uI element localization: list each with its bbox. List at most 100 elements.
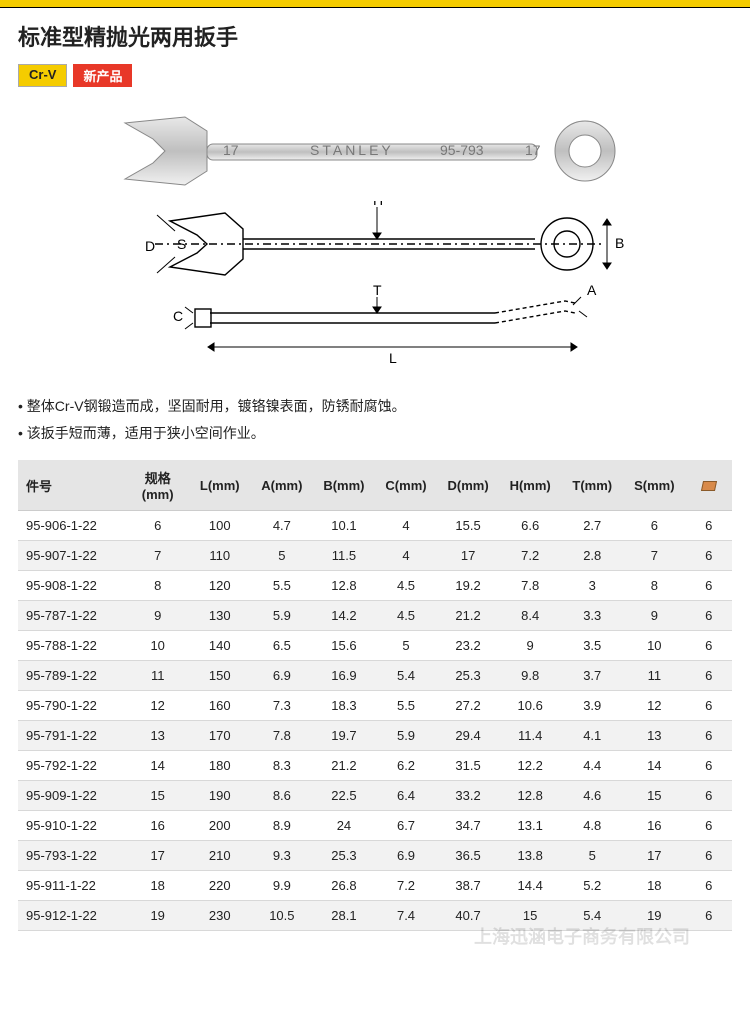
table-cell: 17 — [127, 841, 189, 871]
table-cell: 8 — [623, 571, 685, 601]
table-cell: 21.2 — [437, 601, 499, 631]
spec-table-head: 件号规格 (mm)L(mm)A(mm)B(mm)C(mm)D(mm)H(mm)T… — [18, 460, 732, 511]
col-header: H(mm) — [499, 460, 561, 511]
table-cell: 95-906-1-22 — [18, 511, 127, 541]
wrench-model-label: 95-793 — [440, 142, 484, 158]
table-cell: 7.8 — [499, 571, 561, 601]
table-cell: 6.6 — [499, 511, 561, 541]
table-cell: 230 — [189, 901, 251, 931]
table-cell: 10.5 — [251, 901, 313, 931]
col-header: D(mm) — [437, 460, 499, 511]
table-cell: 25.3 — [437, 661, 499, 691]
table-cell: 6 — [685, 841, 732, 871]
table-row: 95-789-1-22111506.916.95.425.39.83.7116 — [18, 661, 732, 691]
page-content: 标准型精抛光两用扳手 Cr-V 新产品 17 STANLEY 95-793 17 — [0, 8, 750, 949]
table-cell: 95-907-1-22 — [18, 541, 127, 571]
table-cell: 130 — [189, 601, 251, 631]
table-cell: 7 — [127, 541, 189, 571]
table-cell: 6 — [685, 601, 732, 631]
table-cell: 12.2 — [499, 751, 561, 781]
table-cell: 6 — [685, 871, 732, 901]
table-cell: 23.2 — [437, 631, 499, 661]
table-cell: 18 — [127, 871, 189, 901]
table-cell: 4 — [375, 541, 437, 571]
table-cell: 21.2 — [313, 751, 375, 781]
table-cell: 3.7 — [561, 661, 623, 691]
col-header: L(mm) — [189, 460, 251, 511]
table-cell: 16 — [623, 811, 685, 841]
table-cell: 9 — [623, 601, 685, 631]
table-cell: 4.5 — [375, 601, 437, 631]
feature-list: 整体Cr-V钢锻造而成，坚固耐用，镀铬镍表面，防锈耐腐蚀。 该扳手短而薄，适用于… — [18, 393, 732, 446]
badge-new-product: 新产品 — [73, 64, 132, 87]
table-cell: 95-793-1-22 — [18, 841, 127, 871]
table-row: 95-790-1-22121607.318.35.527.210.63.9126 — [18, 691, 732, 721]
table-cell: 4.7 — [251, 511, 313, 541]
table-cell: 10 — [623, 631, 685, 661]
table-cell: 10 — [127, 631, 189, 661]
table-cell: 13.1 — [499, 811, 561, 841]
table-cell: 180 — [189, 751, 251, 781]
table-cell: 6 — [685, 781, 732, 811]
table-row: 95-909-1-22151908.622.56.433.212.84.6156 — [18, 781, 732, 811]
table-cell: 120 — [189, 571, 251, 601]
table-cell: 5.2 — [561, 871, 623, 901]
table-cell: 8.6 — [251, 781, 313, 811]
table-cell: 3.9 — [561, 691, 623, 721]
table-cell: 19.2 — [437, 571, 499, 601]
table-cell: 22.5 — [313, 781, 375, 811]
table-cell: 19 — [623, 901, 685, 931]
col-header — [685, 460, 732, 511]
table-cell: 7.2 — [499, 541, 561, 571]
table-cell: 17 — [437, 541, 499, 571]
table-cell: 14.4 — [499, 871, 561, 901]
table-row: 95-911-1-22182209.926.87.238.714.45.2186 — [18, 871, 732, 901]
table-cell: 9.9 — [251, 871, 313, 901]
table-cell: 16.9 — [313, 661, 375, 691]
table-cell: 2.8 — [561, 541, 623, 571]
table-cell: 6 — [685, 721, 732, 751]
table-cell: 17 — [623, 841, 685, 871]
table-cell: 6 — [623, 511, 685, 541]
table-cell: 15 — [499, 901, 561, 931]
table-cell: 18.3 — [313, 691, 375, 721]
table-cell: 34.7 — [437, 811, 499, 841]
table-cell: 5.9 — [375, 721, 437, 751]
table-cell: 12.8 — [499, 781, 561, 811]
table-cell: 6 — [685, 571, 732, 601]
col-header: A(mm) — [251, 460, 313, 511]
table-cell: 9 — [127, 601, 189, 631]
table-cell: 210 — [189, 841, 251, 871]
table-cell: 95-910-1-22 — [18, 811, 127, 841]
table-cell: 13 — [623, 721, 685, 751]
wrench-photo-icon: 17 STANLEY 95-793 17 — [115, 111, 635, 191]
table-cell: 95-912-1-22 — [18, 901, 127, 931]
table-cell: 7.4 — [375, 901, 437, 931]
table-cell: 24 — [313, 811, 375, 841]
table-cell: 2.7 — [561, 511, 623, 541]
table-cell: 15 — [127, 781, 189, 811]
table-cell: 6 — [685, 511, 732, 541]
table-cell: 95-787-1-22 — [18, 601, 127, 631]
table-row: 95-912-1-221923010.528.17.440.7155.4196 — [18, 901, 732, 931]
wrench-brand-label: STANLEY — [310, 142, 394, 158]
table-cell: 8.3 — [251, 751, 313, 781]
table-cell: 15 — [623, 781, 685, 811]
table-cell: 6 — [685, 901, 732, 931]
table-cell: 3.3 — [561, 601, 623, 631]
table-cell: 33.2 — [437, 781, 499, 811]
table-cell: 38.7 — [437, 871, 499, 901]
col-header: 件号 — [18, 460, 127, 511]
table-cell: 5 — [251, 541, 313, 571]
table-cell: 13.8 — [499, 841, 561, 871]
table-cell: 12.8 — [313, 571, 375, 601]
table-cell: 95-790-1-22 — [18, 691, 127, 721]
table-cell: 11 — [127, 661, 189, 691]
table-cell: 200 — [189, 811, 251, 841]
table-cell: 8 — [127, 571, 189, 601]
badge-row: Cr-V 新产品 — [18, 64, 732, 87]
table-row: 95-910-1-22162008.9246.734.713.14.8166 — [18, 811, 732, 841]
table-cell: 4.6 — [561, 781, 623, 811]
dim-label-t: T — [373, 282, 382, 298]
table-row: 95-788-1-22101406.515.6523.293.5106 — [18, 631, 732, 661]
